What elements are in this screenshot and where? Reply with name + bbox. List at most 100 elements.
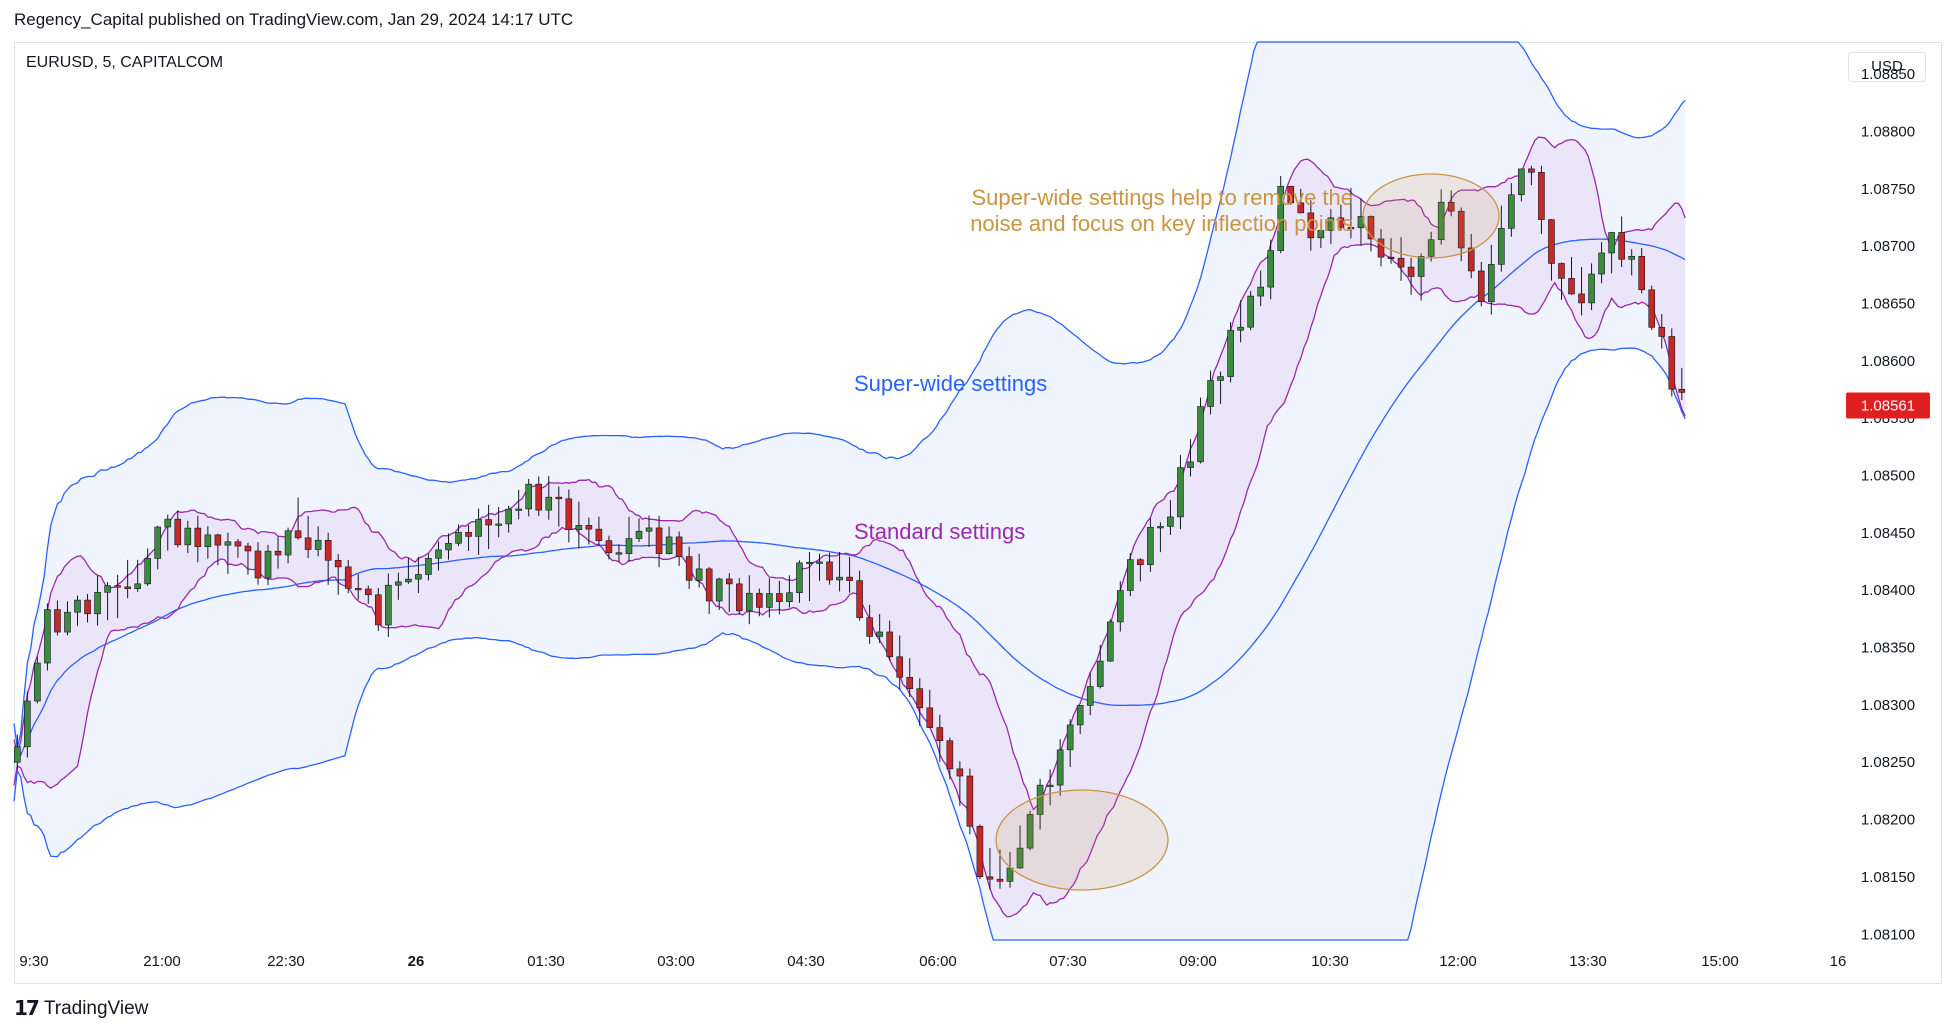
currency-button[interactable]: USD bbox=[1848, 52, 1926, 82]
candle-body bbox=[314, 539, 322, 550]
candle-body bbox=[756, 592, 763, 608]
x-tick-label: 10:30 bbox=[1311, 953, 1349, 970]
candle-body bbox=[425, 558, 432, 575]
candle-body bbox=[74, 599, 81, 613]
candle-body bbox=[1578, 293, 1585, 304]
candle-body bbox=[1307, 212, 1315, 239]
y-tick-label: 1.08600 bbox=[1861, 353, 1915, 370]
candle-body bbox=[1197, 406, 1204, 463]
y-tick-label: 1.08250 bbox=[1861, 754, 1915, 771]
candle-body bbox=[184, 527, 192, 546]
candle-body bbox=[505, 508, 512, 525]
x-tick-label: 06:00 bbox=[919, 953, 957, 970]
candle-body bbox=[1287, 185, 1295, 204]
y-tick-label: 1.08850 bbox=[1861, 66, 1915, 83]
candle-body bbox=[1467, 247, 1475, 272]
candle-body bbox=[725, 578, 733, 585]
x-tick-label: 15:00 bbox=[1701, 953, 1739, 970]
candle-body bbox=[705, 568, 713, 602]
candle-body bbox=[194, 527, 202, 547]
candle-body bbox=[1508, 194, 1515, 229]
candle-body bbox=[615, 552, 623, 555]
candle-body bbox=[1177, 467, 1184, 518]
candle-body bbox=[1538, 171, 1545, 220]
candle-body bbox=[1568, 278, 1575, 295]
footer-brand: TradingView bbox=[43, 997, 149, 1019]
publisher-header: Regency_Capital published on TradingView… bbox=[14, 10, 574, 29]
candle-body bbox=[1638, 256, 1646, 291]
candle-body bbox=[1056, 749, 1064, 786]
tradingview-logo-icon[interactable]: 𝟭𝟳 bbox=[14, 998, 40, 1020]
candle-body bbox=[395, 581, 402, 586]
super-wide-band-fill bbox=[14, 42, 1686, 940]
super-wide-upper-band bbox=[13, 41, 1686, 748]
candle-body bbox=[204, 534, 212, 547]
x-tick-label: 01:30 bbox=[527, 953, 565, 970]
candle-body bbox=[525, 483, 533, 510]
y-tick-label: 1.08750 bbox=[1861, 181, 1915, 198]
candle-body bbox=[786, 592, 793, 602]
candle-body bbox=[1016, 847, 1024, 869]
y-tick-label: 1.08400 bbox=[1861, 582, 1915, 599]
candle-body bbox=[1217, 376, 1224, 381]
candle-body bbox=[124, 586, 131, 589]
candle-body bbox=[1678, 388, 1686, 393]
candle-body bbox=[1598, 252, 1605, 275]
candle-body bbox=[966, 775, 974, 827]
candle-body bbox=[1628, 256, 1635, 260]
candle-body bbox=[405, 578, 412, 583]
candle-body bbox=[565, 498, 573, 531]
candle-body bbox=[1437, 201, 1445, 241]
candle-body bbox=[1498, 228, 1505, 265]
candle-body bbox=[746, 592, 753, 612]
candle-body bbox=[14, 746, 21, 763]
x-tick-label: 07:30 bbox=[1049, 953, 1087, 970]
chart-frame bbox=[14, 42, 1942, 984]
candle-body bbox=[44, 609, 51, 664]
candle-body bbox=[94, 591, 101, 615]
candle-body bbox=[334, 559, 342, 568]
candle-body bbox=[645, 527, 653, 532]
candle-body bbox=[84, 599, 91, 615]
candle-body bbox=[1117, 590, 1124, 623]
candle-body bbox=[1257, 286, 1264, 297]
candle-body bbox=[1227, 329, 1234, 377]
candle-body bbox=[1397, 257, 1405, 268]
candle-body bbox=[595, 528, 603, 541]
candle-body bbox=[244, 545, 252, 552]
candle-body bbox=[1066, 724, 1074, 751]
candle-body bbox=[364, 588, 372, 596]
candle-body bbox=[806, 561, 813, 565]
y-tick-label: 1.08650 bbox=[1861, 295, 1915, 312]
candle-body bbox=[796, 562, 803, 594]
candle-body bbox=[635, 530, 643, 539]
candle-body bbox=[1618, 232, 1625, 260]
candle-body bbox=[54, 609, 61, 633]
y-tick-label: 1.08800 bbox=[1861, 123, 1915, 140]
candle-body bbox=[876, 631, 883, 637]
x-tick-label: 03:00 bbox=[657, 953, 695, 970]
standard-label: Standard settings bbox=[854, 519, 1025, 544]
candle-body bbox=[1076, 705, 1084, 726]
candle-body bbox=[1608, 232, 1615, 254]
y-tick-label: 1.08200 bbox=[1861, 812, 1915, 829]
candle-body bbox=[385, 584, 392, 626]
candle-body bbox=[495, 523, 502, 526]
y-tick-label: 1.08100 bbox=[1861, 926, 1915, 943]
candle-body bbox=[304, 537, 312, 550]
candle-body bbox=[274, 550, 282, 556]
candle-body bbox=[284, 530, 292, 556]
candle-body bbox=[1106, 621, 1114, 662]
candle-body bbox=[1137, 559, 1144, 566]
symbol-label[interactable]: EURUSD, 5, CAPITALCOM bbox=[26, 54, 224, 71]
candle-body bbox=[144, 558, 151, 585]
candle-body bbox=[224, 541, 232, 546]
candle-body bbox=[234, 541, 242, 547]
y-tick-label: 1.08350 bbox=[1861, 640, 1915, 657]
x-tick-label: 26 bbox=[408, 953, 425, 970]
y-tick-label: 1.08450 bbox=[1861, 525, 1915, 542]
candle-body bbox=[1157, 526, 1164, 529]
candle-body bbox=[575, 525, 583, 531]
candle-body bbox=[1006, 867, 1014, 882]
